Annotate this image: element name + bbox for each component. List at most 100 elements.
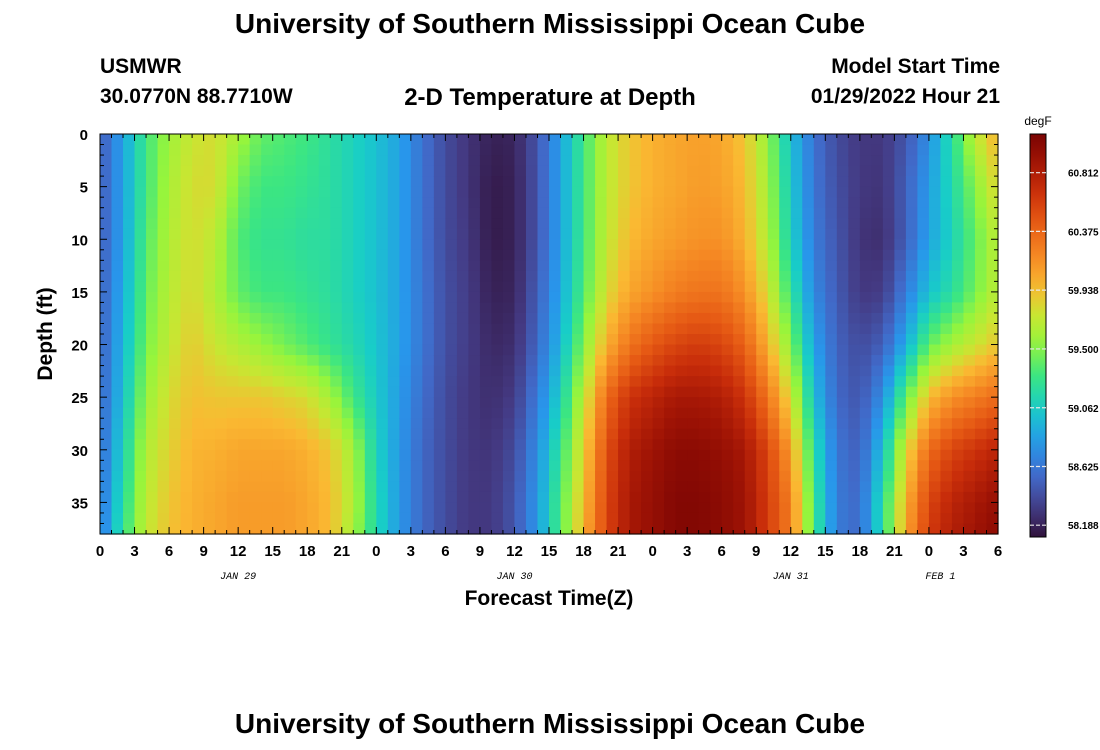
heatmap-cell bbox=[940, 512, 953, 525]
heatmap-cell bbox=[169, 218, 182, 230]
heatmap-cell bbox=[756, 365, 769, 377]
heatmap-cell bbox=[721, 449, 734, 461]
heatmap-cell bbox=[146, 397, 159, 409]
heatmap-cell bbox=[802, 302, 815, 314]
heatmap-cell bbox=[859, 249, 872, 261]
heatmap-cell bbox=[882, 512, 895, 525]
heatmap-cell bbox=[433, 186, 446, 198]
heatmap-cell bbox=[618, 144, 631, 156]
heatmap-cell bbox=[134, 334, 147, 346]
heatmap-cell bbox=[767, 449, 780, 461]
heatmap-cell bbox=[215, 281, 228, 293]
heatmap-cell bbox=[456, 365, 470, 377]
heatmap-cell bbox=[238, 218, 251, 230]
heatmap-cell bbox=[721, 386, 734, 398]
heatmap-cell bbox=[318, 397, 331, 409]
heatmap-cell bbox=[549, 197, 562, 209]
heatmap-cell bbox=[583, 460, 596, 472]
heatmap-cell bbox=[848, 260, 861, 272]
heatmap-cell bbox=[479, 144, 493, 156]
heatmap-cell bbox=[364, 428, 377, 440]
heatmap-cell bbox=[456, 144, 470, 156]
heatmap-cell bbox=[629, 439, 642, 451]
heatmap-cell bbox=[445, 481, 458, 493]
heatmap-cell bbox=[595, 523, 608, 535]
heatmap-cell bbox=[595, 155, 608, 167]
heatmap-cell bbox=[595, 197, 608, 209]
heatmap-cell bbox=[721, 365, 734, 377]
heatmap-cell bbox=[572, 439, 585, 451]
heatmap-cell bbox=[583, 449, 596, 461]
heatmap-cell bbox=[595, 186, 608, 198]
heatmap-cell bbox=[848, 460, 861, 472]
heatmap-cell bbox=[618, 481, 631, 493]
heatmap-cell bbox=[502, 176, 516, 188]
heatmap-cell bbox=[813, 239, 826, 251]
heatmap-cell bbox=[261, 523, 274, 535]
heatmap-cell bbox=[595, 312, 608, 325]
heatmap-cell bbox=[157, 365, 170, 377]
heatmap-cell bbox=[341, 449, 354, 461]
heatmap-cell bbox=[123, 334, 136, 346]
heatmap-cell bbox=[134, 418, 147, 430]
heatmap-cell bbox=[272, 334, 285, 346]
heatmap-cell bbox=[364, 165, 377, 177]
heatmap-cell bbox=[456, 312, 470, 325]
heatmap-cell bbox=[710, 176, 723, 188]
heatmap-cell bbox=[215, 439, 228, 451]
heatmap-cell bbox=[802, 249, 815, 261]
heatmap-cell bbox=[698, 418, 711, 430]
heatmap-cell bbox=[433, 512, 446, 525]
heatmap-cell bbox=[468, 155, 481, 167]
heatmap-cell bbox=[756, 407, 769, 419]
heatmap-cell bbox=[871, 470, 884, 482]
heatmap-cell bbox=[790, 218, 803, 230]
x-tick-label: 0 bbox=[96, 543, 104, 560]
heatmap-cell bbox=[445, 197, 458, 209]
heatmap-cell bbox=[905, 428, 919, 440]
x-tick-label: 6 bbox=[994, 543, 1002, 560]
heatmap-cell bbox=[767, 270, 780, 282]
heatmap-cell bbox=[583, 312, 596, 325]
heatmap-cell bbox=[399, 155, 412, 167]
x-date-label: JAN 30 bbox=[496, 572, 532, 583]
heatmap-cell bbox=[226, 281, 239, 293]
heatmap-cell bbox=[951, 428, 965, 440]
heatmap-cell bbox=[905, 302, 919, 314]
heatmap-cell bbox=[974, 449, 988, 461]
heatmap-cell bbox=[894, 176, 907, 188]
heatmap-cell bbox=[882, 281, 895, 293]
heatmap-cell bbox=[802, 523, 815, 535]
heatmap-cell bbox=[330, 376, 343, 388]
heatmap-cell bbox=[433, 239, 446, 251]
heatmap-cell bbox=[871, 186, 884, 198]
heatmap-cell bbox=[583, 344, 596, 356]
heatmap-cell bbox=[111, 249, 124, 261]
heatmap-cell bbox=[779, 407, 792, 419]
heatmap-cell bbox=[687, 270, 700, 282]
heatmap-cell bbox=[433, 376, 446, 388]
heatmap-cell bbox=[963, 239, 976, 251]
heatmap-cell bbox=[940, 355, 953, 367]
heatmap-cell bbox=[146, 512, 159, 525]
heatmap-cell bbox=[675, 291, 688, 304]
heatmap-cell bbox=[318, 344, 331, 356]
heatmap-cell bbox=[537, 439, 550, 451]
heatmap-cell bbox=[215, 460, 228, 472]
heatmap-cell bbox=[710, 365, 723, 377]
heatmap-cell bbox=[606, 144, 619, 156]
heatmap-cell bbox=[410, 439, 423, 451]
heatmap-cell bbox=[295, 334, 308, 346]
heatmap-cell bbox=[687, 249, 700, 261]
heatmap-cell bbox=[284, 418, 297, 430]
heatmap-cell bbox=[940, 197, 953, 209]
heatmap-cell bbox=[583, 365, 596, 377]
heatmap-cell bbox=[249, 291, 262, 304]
heatmap-cell bbox=[330, 323, 343, 335]
heatmap-cell bbox=[618, 186, 631, 198]
heatmap-cell bbox=[157, 270, 170, 282]
heatmap-cell bbox=[100, 428, 113, 440]
heatmap-cell bbox=[111, 165, 124, 177]
heatmap-cell bbox=[779, 323, 792, 335]
heatmap-cell bbox=[261, 144, 274, 156]
